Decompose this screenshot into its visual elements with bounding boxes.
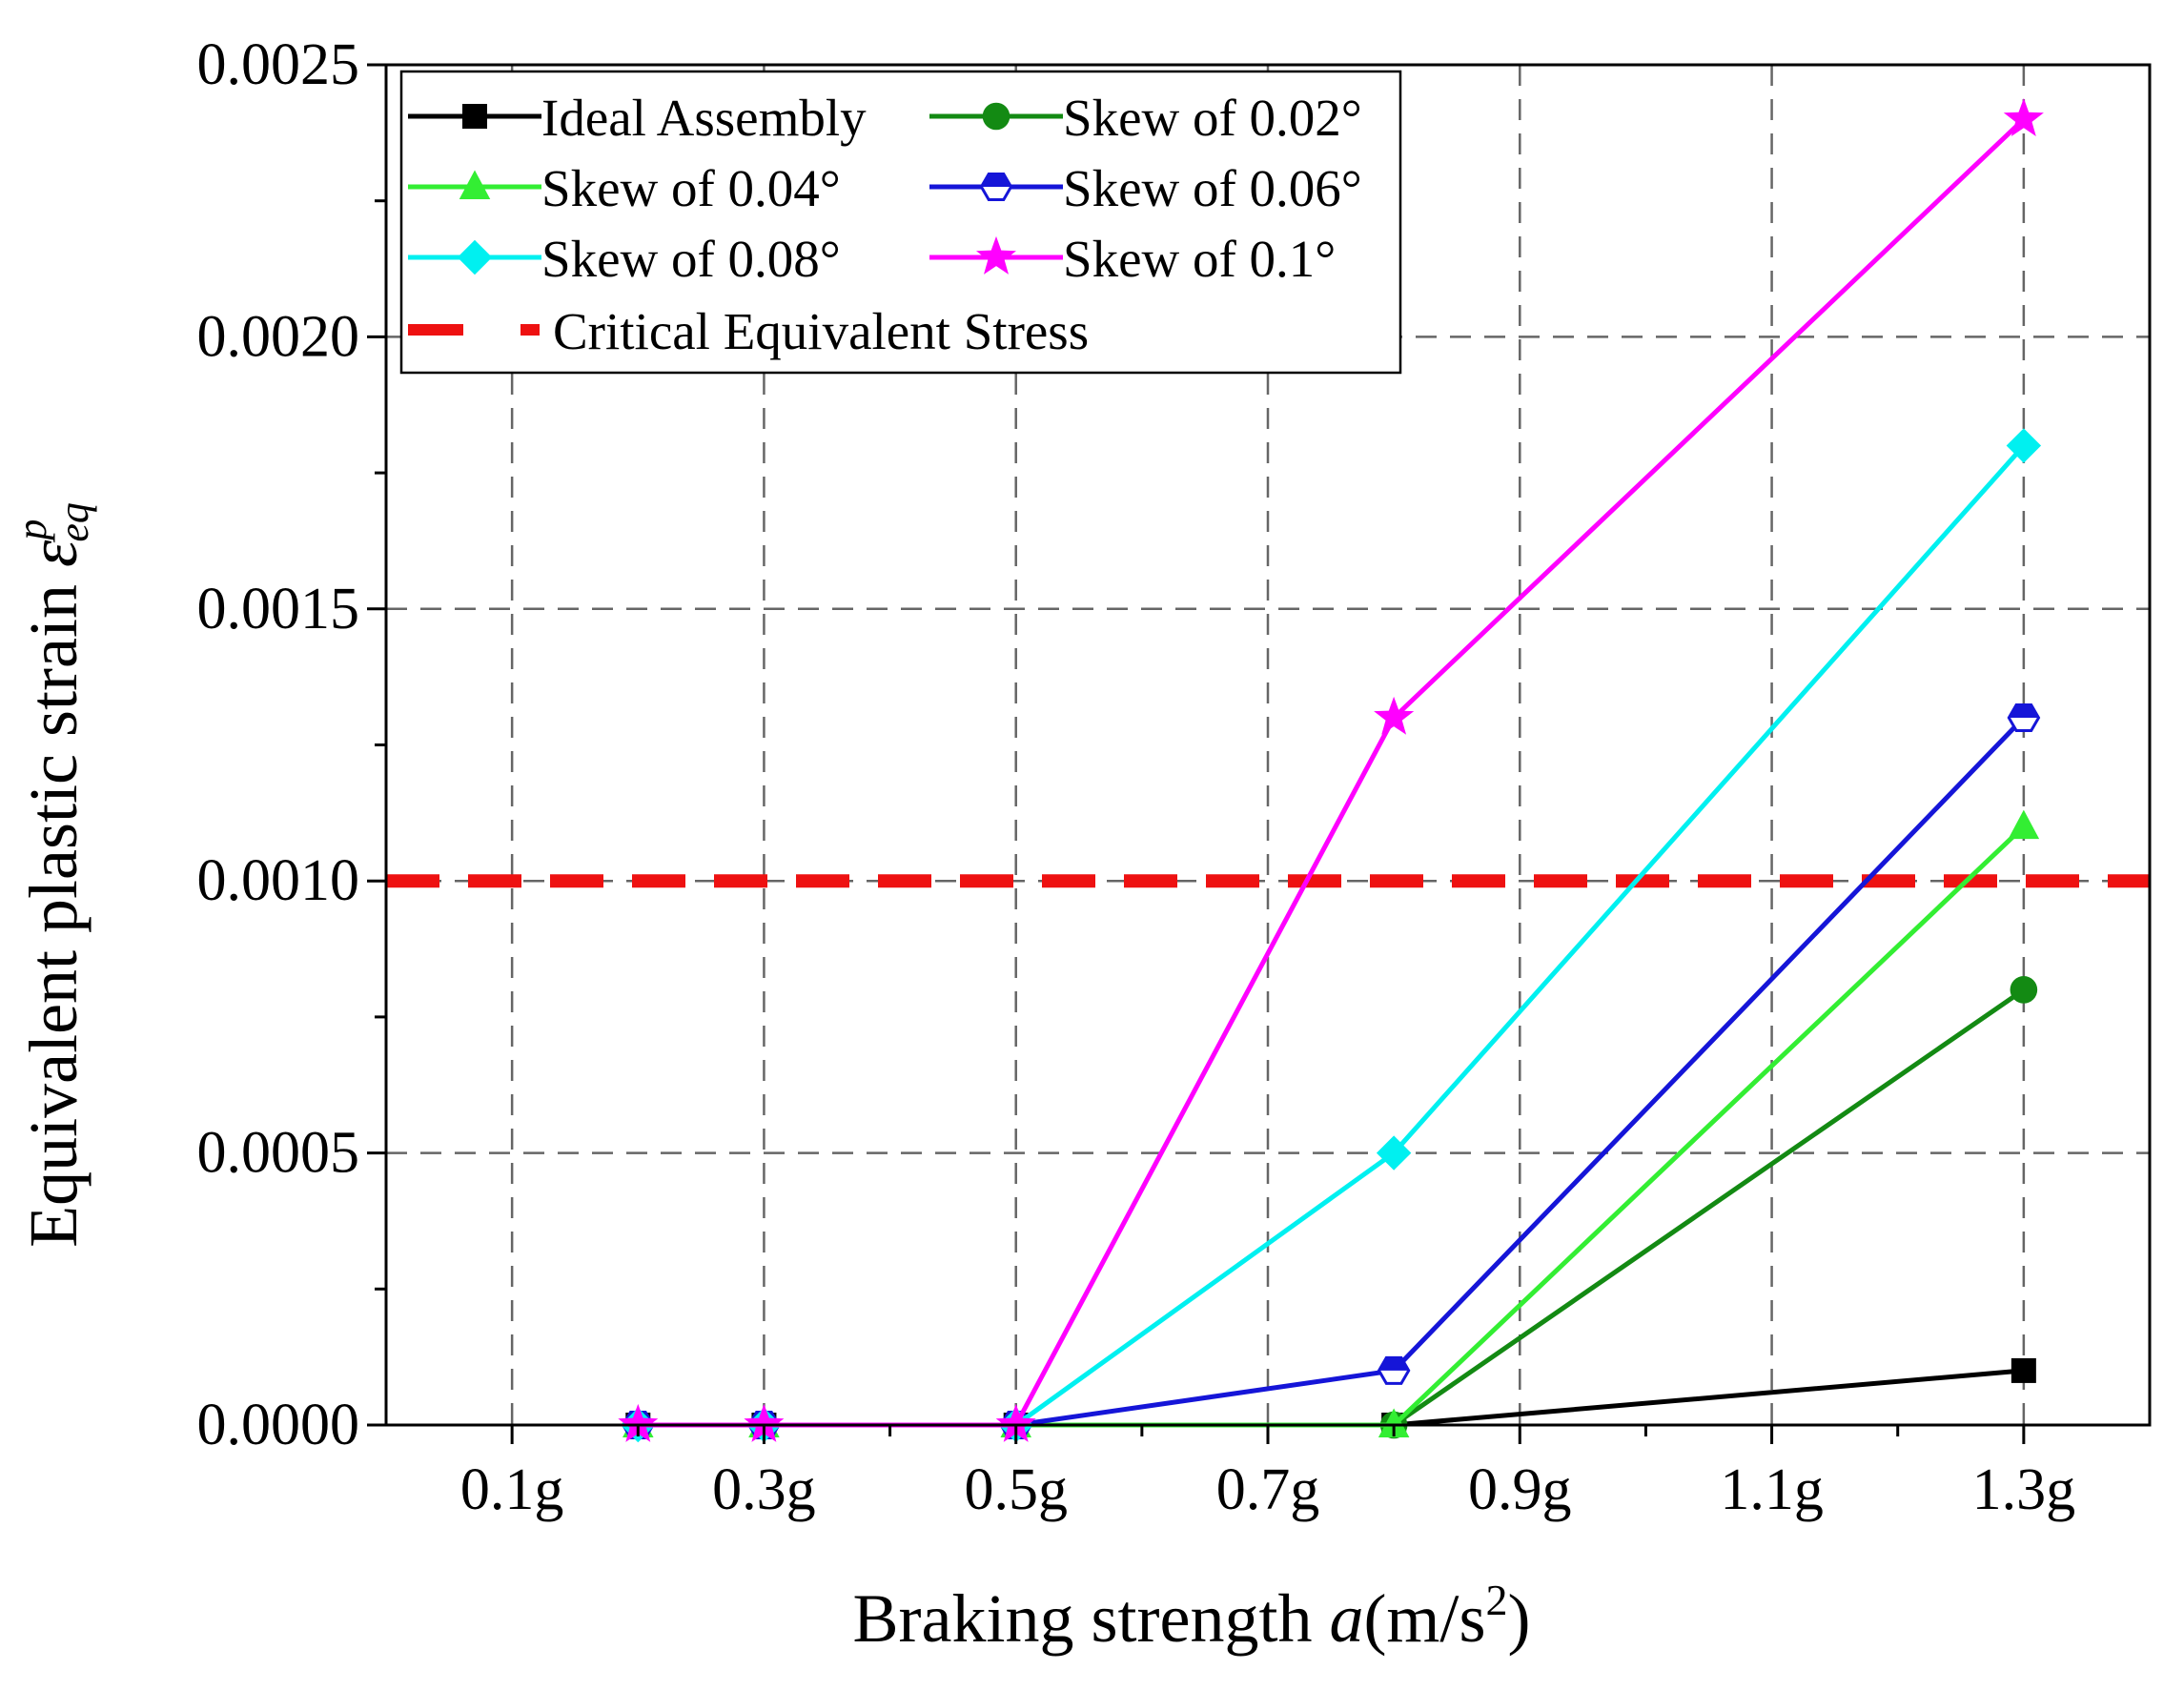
- y-tick-label: 0.0000: [197, 1393, 360, 1457]
- data-point: [995, 1403, 1036, 1442]
- legend-item-critical: Critical Equivalent Stress: [408, 302, 1089, 360]
- data-point: [2007, 703, 2041, 732]
- legend-item: Skew of 0.02°: [929, 89, 1362, 147]
- legend-label: Skew of 0.06°: [1063, 159, 1362, 217]
- data-point: [2011, 1357, 2036, 1383]
- x-axis-title-unit: (m/s: [1363, 1580, 1485, 1657]
- legend-label: Ideal Assembly: [541, 89, 867, 147]
- y-tick-label: 0.0005: [197, 1121, 360, 1186]
- x-axis-title: Braking strength a(m/s2): [853, 1576, 1531, 1657]
- y-axis-title: Equivalent plastic strain εpeq: [9, 502, 97, 1248]
- legend-marker: [982, 102, 1010, 131]
- data-point: [1376, 1135, 1412, 1171]
- legend-label: Skew of 0.08°: [541, 230, 841, 288]
- legend-marker: [457, 239, 493, 275]
- y-axis-title-sub: eq: [51, 502, 97, 542]
- y-tick-label: 0.0020: [197, 304, 360, 369]
- data-point: [1377, 1355, 1411, 1385]
- legend-label: Skew of 0.1°: [1063, 230, 1336, 288]
- legend-label: Critical Equivalent Stress: [553, 302, 1089, 360]
- legend-item: Skew of 0.1°: [929, 230, 1336, 288]
- axis-ticks: 0.1g 0.3g 0.5g 0.7g 0.9g 1.1g 1.3g 0.0000 0.0005…: [197, 32, 2076, 1522]
- x-axis-title-text: Braking strength: [853, 1580, 1330, 1657]
- data-point: [2003, 98, 2044, 136]
- legend-marker: [459, 170, 491, 199]
- legend: Ideal Assembly Skew of 0.02° Skew of 0.04°…: [399, 70, 1402, 375]
- y-axis-title-text: Equivalent plastic strain: [15, 567, 92, 1248]
- x-axis-title-var: a: [1329, 1580, 1363, 1657]
- legend-item: Skew of 0.06°: [929, 159, 1362, 217]
- legend-item: Ideal Assembly: [408, 89, 867, 147]
- x-tick-label: 0.3g: [712, 1457, 816, 1522]
- data-point: [2006, 428, 2042, 463]
- legend-label: Skew of 0.02°: [1063, 89, 1362, 147]
- y-tick-label: 0.0025: [197, 32, 360, 97]
- y-axis-title-sup: p: [9, 519, 55, 543]
- data-point: [1374, 696, 1415, 735]
- y-tick-label: 0.0010: [197, 848, 360, 913]
- x-axis-title-exp: 2: [1485, 1576, 1507, 1624]
- y-axis-title-symbol: ε: [15, 540, 92, 567]
- y-tick-label: 0.0015: [197, 577, 360, 641]
- data-point: [744, 1403, 785, 1442]
- legend-label: Skew of 0.04°: [541, 159, 841, 217]
- x-tick-label: 1.3g: [1972, 1457, 2076, 1522]
- x-tick-label: 0.1g: [460, 1457, 564, 1522]
- x-tick-label: 0.9g: [1468, 1457, 1572, 1522]
- data-point: [2010, 976, 2038, 1004]
- data-point: [2008, 809, 2040, 840]
- legend-marker: [976, 235, 1016, 275]
- legend-item: Skew of 0.08°: [408, 230, 841, 288]
- legend-marker: [979, 173, 1013, 201]
- x-tick-label: 0.7g: [1216, 1457, 1320, 1522]
- x-axis-title-close: ): [1507, 1580, 1530, 1657]
- legend-marker: [462, 104, 487, 129]
- data-point: [618, 1403, 659, 1442]
- data-point: [1378, 1408, 1410, 1437]
- legend-item: Skew of 0.04°: [408, 159, 841, 217]
- x-tick-label: 1.1g: [1720, 1457, 1824, 1522]
- legend-box: [399, 70, 1402, 375]
- x-tick-label: 0.5g: [964, 1457, 1068, 1522]
